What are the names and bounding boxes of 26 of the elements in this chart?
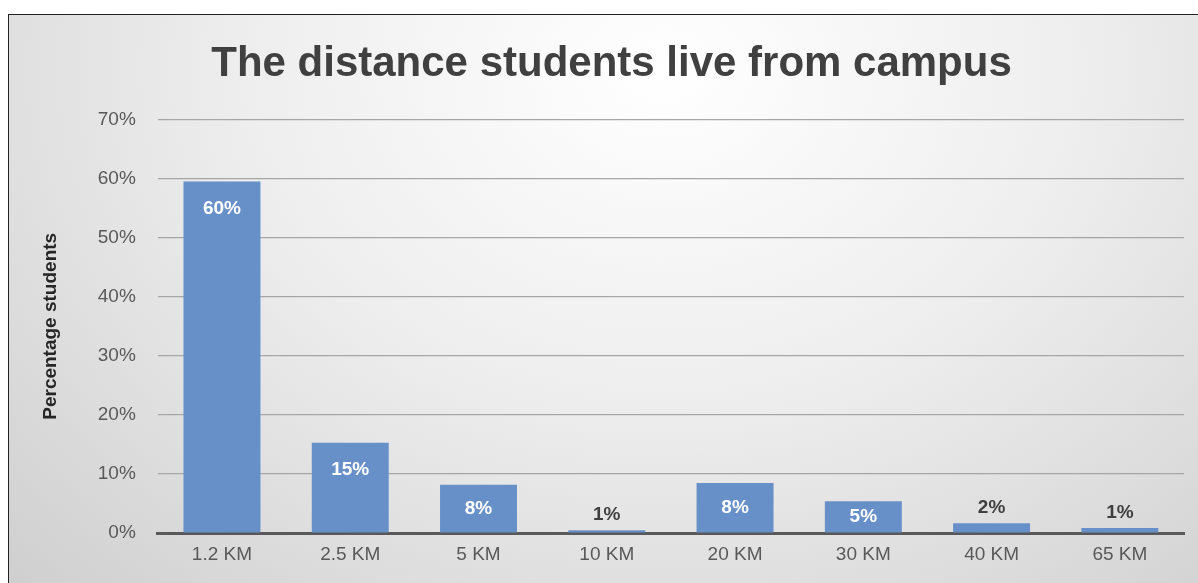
y-tick-label: 20% [97,403,136,425]
data-label: 1% [593,503,621,525]
chart-title: The distance students live from campus [211,37,1012,85]
data-label: 8% [464,496,493,518]
y-axis-title: Percentage students [38,232,60,420]
data-label: 8% [721,496,749,518]
y-tick-label: 70% [97,107,136,129]
x-tick-label: 40 KM [964,542,1020,564]
x-tick-label: 10 KM [579,542,635,564]
data-label: 5% [849,505,878,527]
x-tick-label: 5 KM [456,542,501,564]
y-tick-label: 40% [97,284,136,306]
y-tick-label: 60% [97,166,136,188]
x-tick-label: 30 KM [835,542,891,564]
y-tick-label: 10% [97,462,136,484]
y-tick-label: 0% [108,521,136,543]
data-label: 2% [977,496,1006,518]
x-tick-label: 65 KM [1092,542,1148,564]
x-tick-label: 2.5 KM [320,542,381,564]
x-tick-label: 20 KM [707,542,763,564]
data-label: 15% [331,457,370,479]
y-tick-label: 50% [97,225,136,247]
x-tick-label: 1.2 KM [191,542,253,564]
y-tick-label: 30% [97,344,136,366]
data-label: 60% [202,196,242,218]
data-label: 1% [1106,501,1134,523]
